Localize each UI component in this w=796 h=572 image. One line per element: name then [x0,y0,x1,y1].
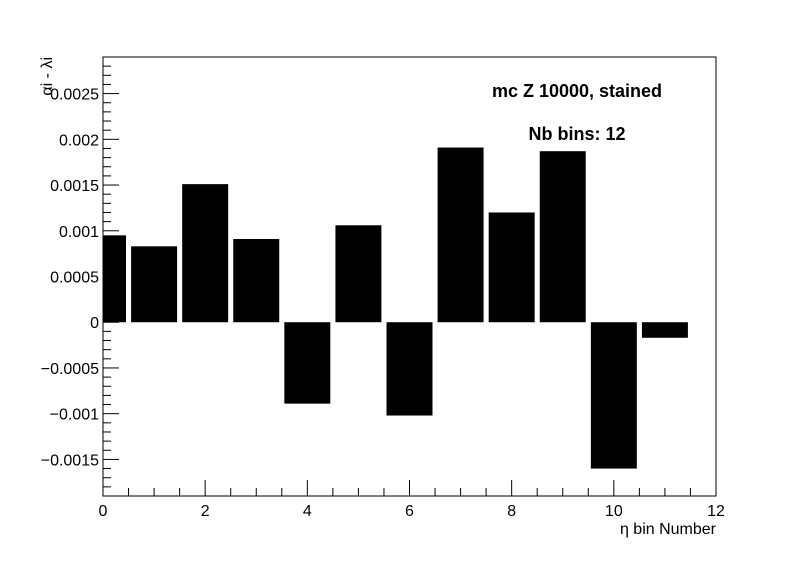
y-tick-label: −0.0015 [41,452,99,469]
y-tick-label: 0.002 [59,132,99,149]
y-tick-label: 0.0005 [50,270,99,287]
x-axis-title: η bin Number [620,521,717,538]
x-tick-label: 4 [303,503,312,520]
annotation-bins: Nb bins: 12 [528,124,625,144]
y-tick-label: −0.0005 [41,361,99,378]
x-tick-label: 0 [99,503,108,520]
y-tick-label: 0.0025 [50,87,99,104]
bar [488,212,535,323]
y-tick-label: −0.001 [50,407,99,424]
bar [641,322,688,338]
y-tick-label: 0.001 [59,224,99,241]
bar [386,322,433,416]
bar [131,246,178,323]
x-axis [102,480,717,496]
y-axis [103,56,119,497]
bar [590,322,637,469]
bar [335,225,382,323]
bar [437,147,484,323]
bars-group [103,147,688,469]
annotation-sample: mc Z 10000, stained [492,81,662,101]
bar [233,239,280,323]
x-tick-labels: 0 2 4 6 8 10 12 [99,503,725,520]
y-tick-label: 0.0015 [50,178,99,195]
x-tick-label: 6 [405,503,414,520]
x-tick-label: 10 [605,503,623,520]
x-tick-label: 8 [507,503,516,520]
bar [182,184,229,323]
x-tick-label: 12 [707,503,725,520]
y-tick-label: 0 [90,315,99,332]
y-tick-labels: −0.0015 −0.001 −0.0005 0 0.0005 0.001 0.0015 0.… [41,87,99,470]
y-axis-title: αi - λi [39,57,56,96]
x-tick-label: 2 [201,503,210,520]
bar [539,151,586,323]
bar [284,322,331,404]
bar [103,235,126,323]
